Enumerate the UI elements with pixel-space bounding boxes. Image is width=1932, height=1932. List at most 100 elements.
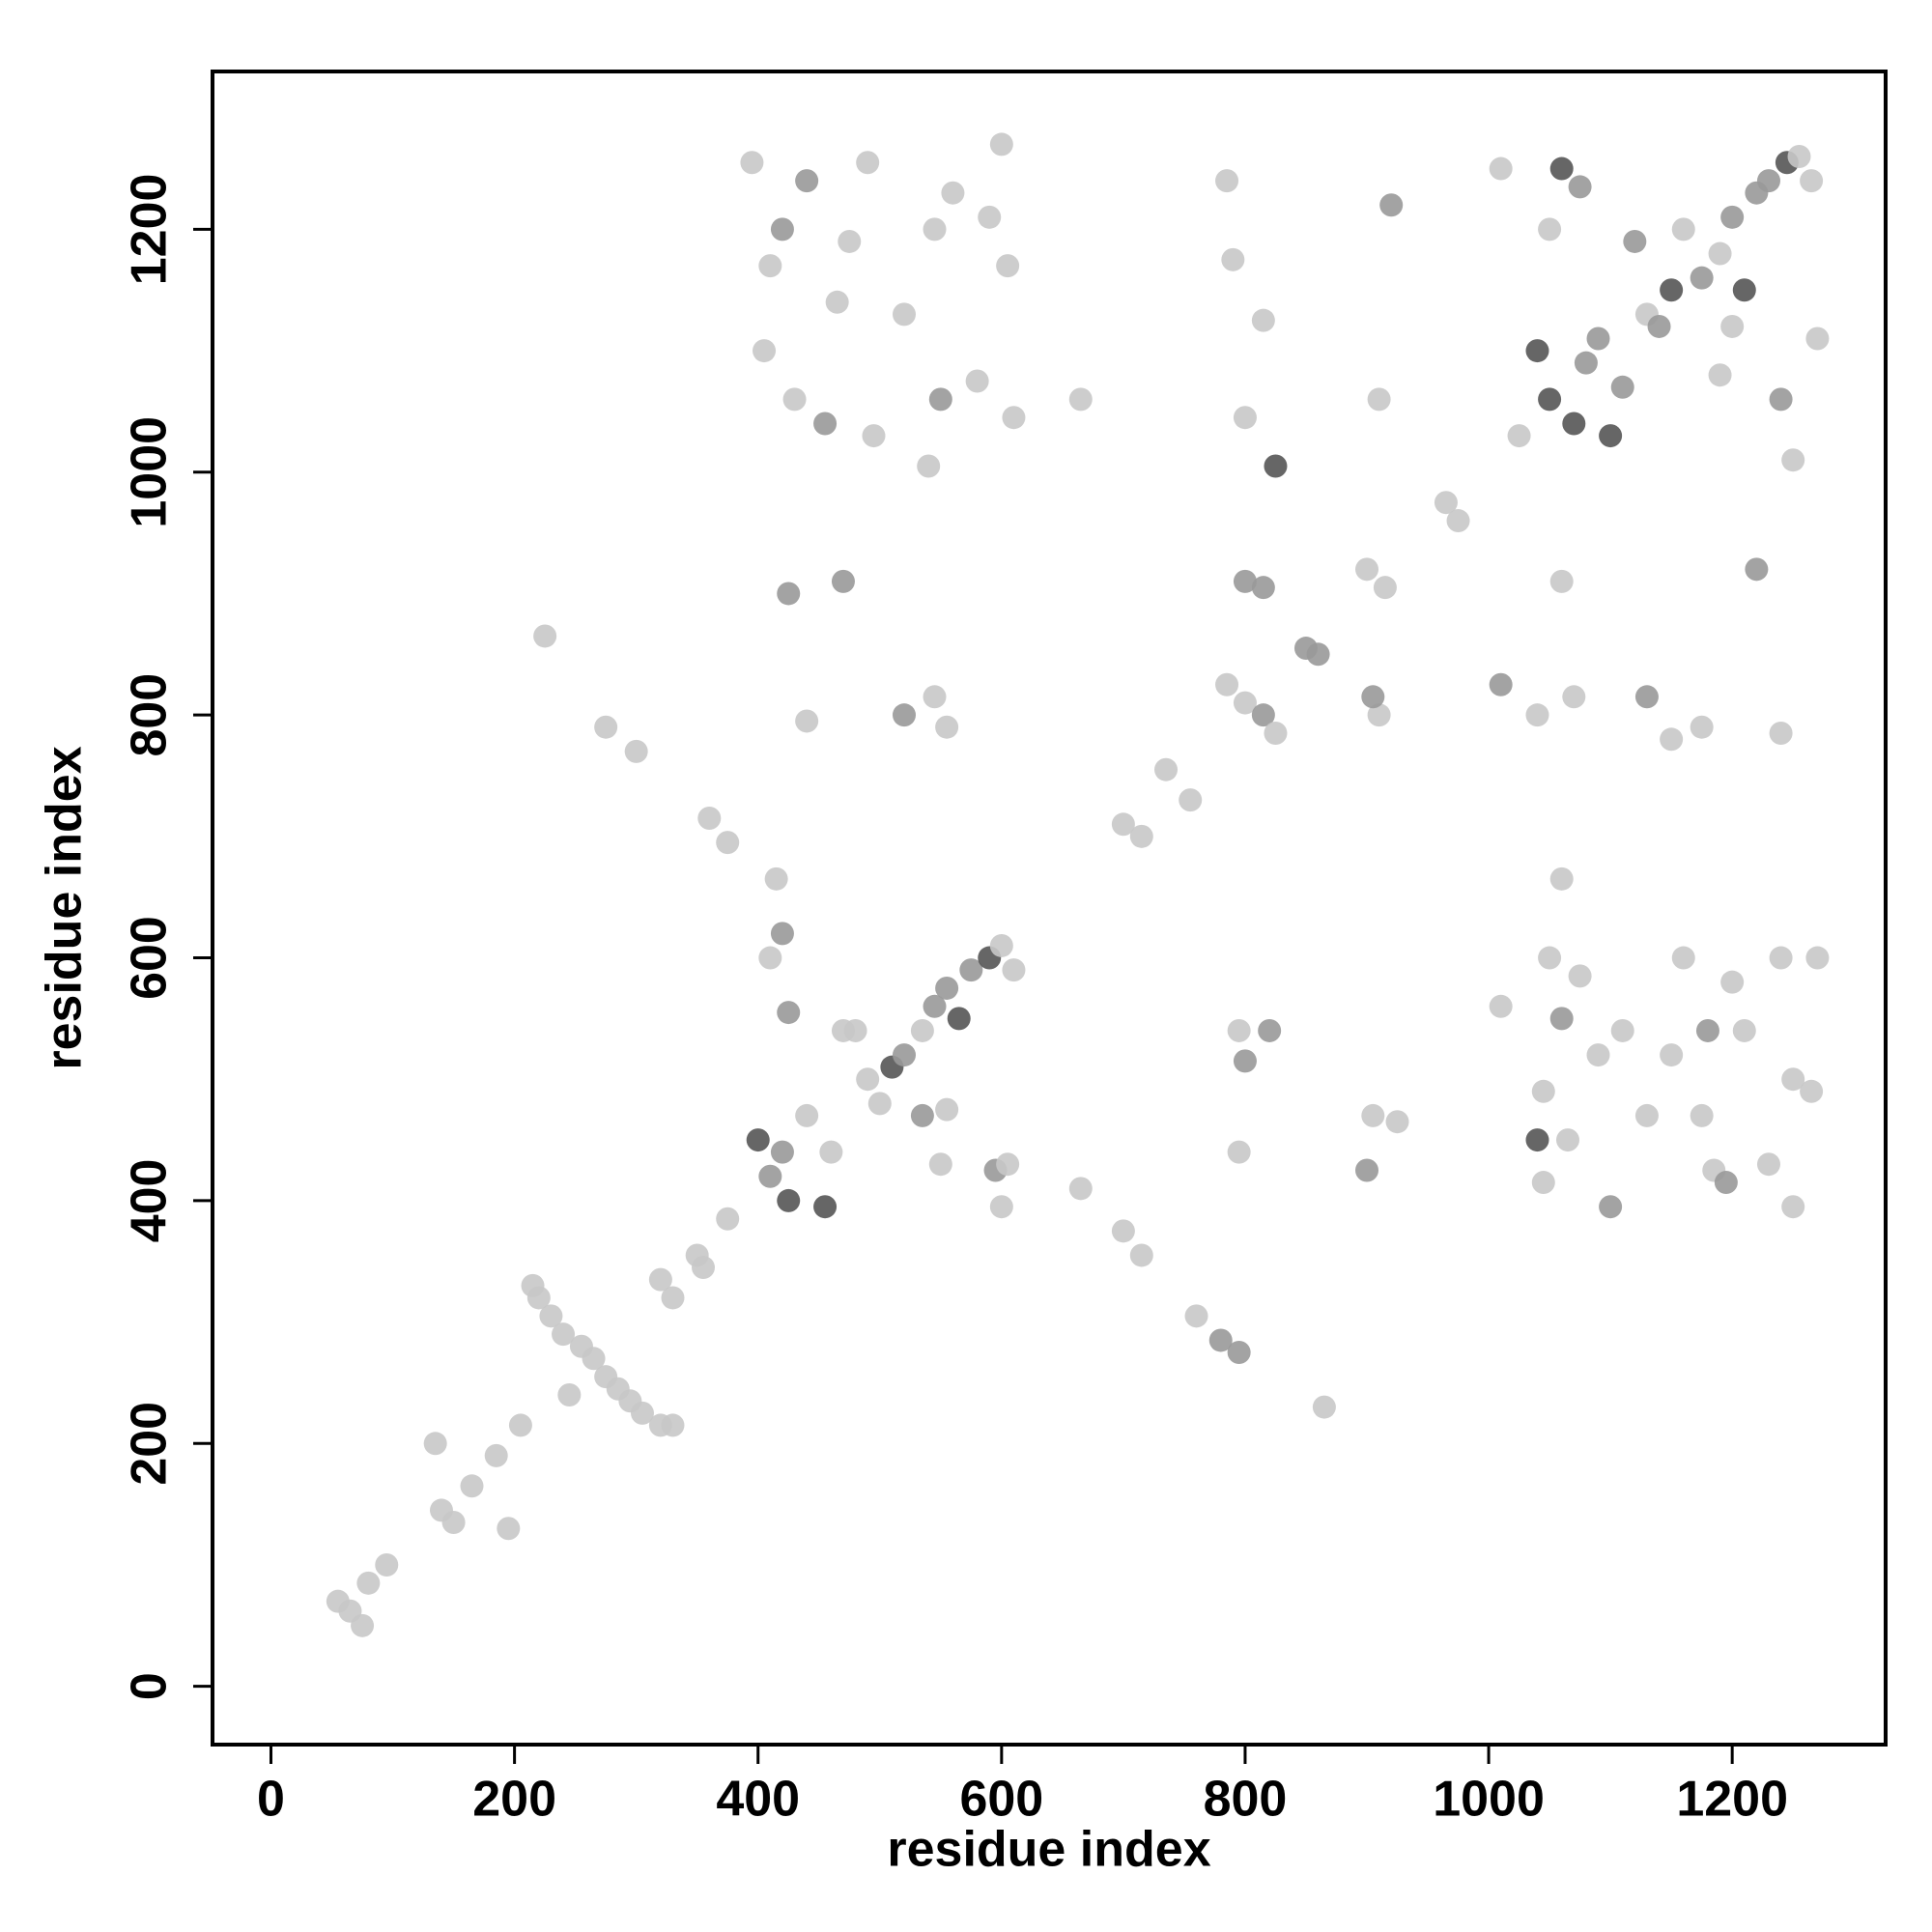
point: [928, 1152, 952, 1177]
point: [1671, 217, 1695, 242]
point: [1599, 1195, 1623, 1219]
point: [1610, 375, 1634, 399]
point: [1507, 424, 1531, 448]
point: [508, 1413, 532, 1437]
point: [533, 624, 557, 648]
point: [856, 151, 880, 175]
point: [1312, 1395, 1336, 1419]
point: [692, 1256, 716, 1280]
point: [959, 958, 983, 982]
point: [1549, 1007, 1574, 1031]
point: [910, 1103, 934, 1127]
point: [1367, 387, 1391, 412]
point: [1355, 557, 1379, 582]
point: [1489, 156, 1513, 181]
point: [1373, 576, 1397, 600]
point: [1568, 964, 1592, 988]
point: [1660, 727, 1684, 752]
point: [1538, 946, 1562, 970]
point: [867, 1092, 892, 1116]
point: [1251, 576, 1275, 600]
point: [484, 1443, 508, 1467]
point: [1538, 217, 1562, 242]
point: [923, 994, 947, 1018]
point: [1568, 175, 1592, 199]
point: [1623, 229, 1647, 253]
point: [813, 1195, 838, 1219]
point: [1714, 1171, 1738, 1195]
point: [1111, 1219, 1135, 1243]
point: [1215, 672, 1239, 696]
point: [1769, 387, 1793, 412]
point: [1002, 958, 1026, 982]
point: [1671, 946, 1695, 970]
point: [1538, 387, 1562, 412]
point: [1708, 242, 1732, 266]
point: [1355, 1158, 1379, 1182]
point: [1769, 722, 1793, 746]
point: [1129, 824, 1153, 848]
point: [1258, 1018, 1282, 1042]
point: [782, 387, 807, 412]
point: [813, 412, 838, 436]
point: [770, 217, 794, 242]
point: [1385, 1110, 1409, 1134]
point: [1361, 1103, 1385, 1127]
point: [795, 1103, 819, 1127]
point: [935, 715, 959, 739]
point: [630, 1401, 654, 1425]
point: [1634, 685, 1659, 709]
point: [1781, 1067, 1805, 1092]
point: [1562, 412, 1586, 436]
y-tick-label: 800: [122, 673, 178, 757]
point: [777, 1001, 801, 1025]
point: [1562, 685, 1586, 709]
point: [1720, 314, 1745, 338]
point: [1306, 642, 1330, 667]
point: [648, 1267, 672, 1292]
y-axis-title: residue index: [37, 746, 93, 1069]
point: [557, 1383, 582, 1407]
point: [795, 709, 819, 733]
y-tick-label: 400: [122, 1159, 178, 1243]
point: [1695, 1018, 1719, 1042]
point: [1732, 278, 1756, 302]
point: [1251, 308, 1275, 332]
point: [989, 132, 1013, 156]
x-tick-label: 400: [716, 1772, 800, 1828]
point: [764, 867, 788, 891]
point: [1434, 491, 1458, 515]
point: [1720, 205, 1745, 229]
point: [1708, 363, 1732, 387]
point: [923, 685, 947, 709]
y-tick-label: 0: [122, 1672, 178, 1700]
point: [758, 946, 782, 970]
point: [1184, 1304, 1208, 1328]
point: [1002, 406, 1026, 430]
point: [856, 1067, 880, 1092]
point: [1634, 1103, 1659, 1127]
point: [716, 831, 740, 855]
point: [777, 1188, 801, 1212]
point: [1233, 1049, 1257, 1073]
point: [1361, 685, 1385, 709]
point: [1379, 193, 1404, 217]
point: [935, 976, 959, 1000]
point: [1208, 1328, 1233, 1352]
point: [795, 169, 819, 193]
point: [1781, 448, 1805, 472]
point: [1599, 424, 1623, 448]
point: [862, 424, 886, 448]
plot-frame: [211, 70, 1888, 1747]
x-tick-label: 1000: [1433, 1772, 1545, 1828]
point: [777, 582, 801, 606]
point: [1525, 339, 1549, 363]
point: [1531, 1079, 1555, 1103]
point: [624, 739, 648, 763]
point: [928, 387, 952, 412]
point: [770, 1140, 794, 1164]
point: [1690, 715, 1714, 739]
point: [375, 1552, 399, 1577]
